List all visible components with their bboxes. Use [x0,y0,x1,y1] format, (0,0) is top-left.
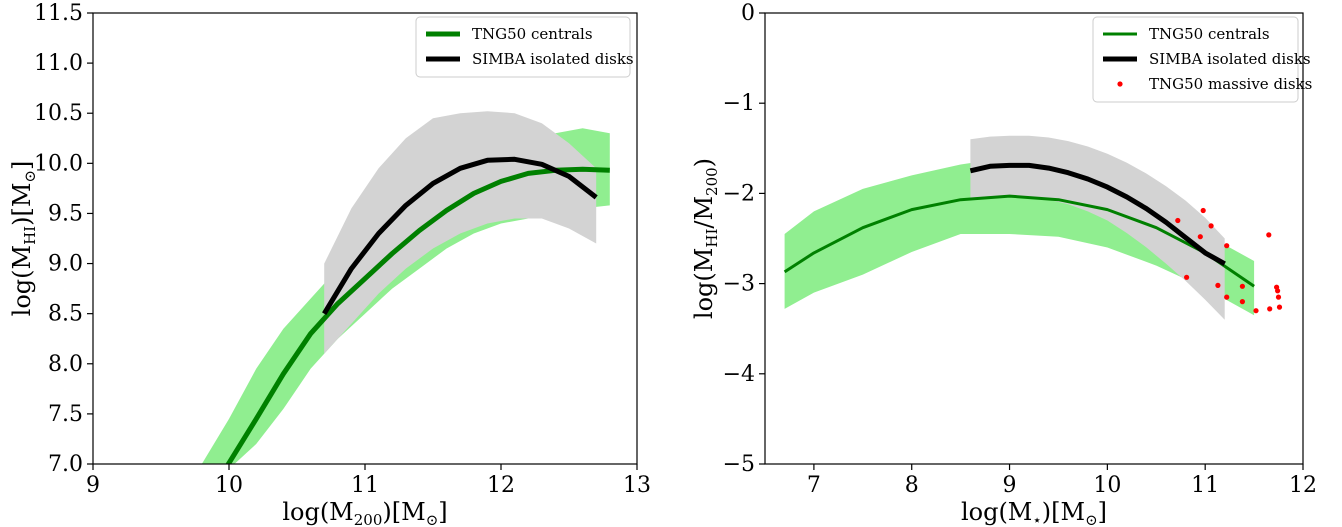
x-tick-label: 13 [623,473,651,498]
y-tick-label: 11.0 [34,51,83,76]
legend: TNG50 centrals SIMBA isolated disks TNG50 … [1092,16,1312,103]
x-axis-label: log(M200)[M⊙] [282,498,447,527]
scatter-point [1253,308,1259,314]
y-tick-label: −5 [723,452,755,477]
scatter-band-1 [970,135,1225,320]
legend-box [1092,16,1299,103]
legend-label: TNG50 massive disks [1149,75,1312,93]
scatter-point [1275,294,1282,300]
scatter-point [1224,243,1230,249]
x-tick-label: 11 [1191,473,1219,498]
y-tick-label: −1 [723,91,755,116]
y-tick-label: 0 [741,1,755,26]
scatter-point [1276,304,1283,310]
legend-label: TNG50 centrals [1149,25,1270,43]
scatter-point [1224,294,1230,300]
x-tick-label: 12 [1289,473,1317,498]
x-axis-label: log(M⋆)[M⊙] [961,498,1107,527]
legend-label: SIMBA isolated disks [472,50,634,68]
x-tick-label: 9 [1003,473,1017,498]
y-tick-label: −2 [723,181,755,206]
y-tick-label: −3 [723,272,755,297]
axes-frame [764,12,1304,465]
y-tick-label: 9.0 [48,252,83,277]
scatter-point [1266,232,1272,238]
y-tick-label: 7.0 [48,452,83,477]
legend: TNG50 centrals SIMBA isolated disks [415,16,634,78]
y-tick-label: 10.5 [34,101,83,126]
y-tick-label: 9.5 [48,201,83,226]
y-tick-label: −4 [723,362,755,387]
y-tick-label: 8.0 [48,352,83,377]
x-tick-label: 9 [86,473,100,498]
scatter-point [1275,288,1281,294]
scatter-point [1267,306,1273,312]
scatter-point [1239,299,1245,305]
legend-label: SIMBA isolated disks [1149,50,1311,68]
y-tick-label: 11.5 [34,1,83,26]
y-axis-label: log(MHI/M200) [690,158,721,319]
y-tick-label: 10.0 [34,151,83,176]
scatter-point [1184,274,1190,280]
x-tick-label: 10 [215,473,243,498]
plot-area [201,111,610,464]
scatter-band-1 [324,111,597,354]
y-tick-label: 7.5 [48,402,83,427]
scatter-point [1239,283,1245,289]
x-tick-label: 11 [351,473,379,498]
x-tick-label: 10 [1093,473,1121,498]
left-panel: 9 10 11 12 13 7.0 7.5 8.0 8.5 9.0 9.5 10.0 10.5 11.0 1… [8,1,651,527]
right-panel: 7 8 9 10 11 12 −5 −4 −3 −2 −1 0 log(M⋆)[M⊙] log(MHI/M… [690,1,1317,527]
series-line-1 [322,156,598,315]
legend-marker [1117,81,1123,87]
legend-box [415,16,631,78]
scatter-point [1200,207,1206,214]
scatter-point [1175,217,1181,224]
x-tick-label: 7 [807,473,821,498]
legend-label: TNG50 centrals [472,25,593,43]
x-tick-label: 8 [905,473,919,498]
series-line-1 [969,162,1226,266]
series-line-0 [225,166,610,464]
y-tick-label: 8.5 [48,302,83,327]
scatter-point [1208,223,1214,229]
x-tick-label: 12 [487,473,515,498]
series-line-0 [783,194,1255,288]
scatter-point [1197,234,1203,240]
y-axis-label: log(MHI)[M⊙] [8,161,39,317]
plot-area [783,135,1283,320]
scatter-point [1215,282,1221,288]
